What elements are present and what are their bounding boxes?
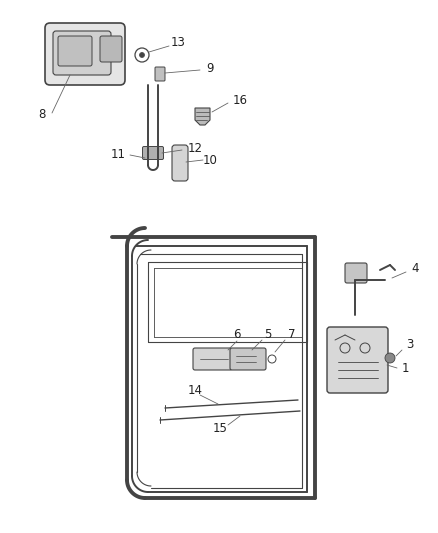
FancyBboxPatch shape bbox=[345, 263, 367, 283]
FancyBboxPatch shape bbox=[53, 31, 111, 75]
FancyBboxPatch shape bbox=[100, 36, 122, 62]
FancyBboxPatch shape bbox=[45, 23, 125, 85]
Text: 9: 9 bbox=[206, 61, 214, 75]
Text: 10: 10 bbox=[202, 154, 217, 166]
FancyBboxPatch shape bbox=[142, 147, 163, 159]
Text: 14: 14 bbox=[187, 384, 202, 397]
Text: 12: 12 bbox=[187, 141, 202, 155]
FancyBboxPatch shape bbox=[155, 67, 165, 81]
Circle shape bbox=[385, 353, 395, 363]
Text: 11: 11 bbox=[110, 149, 126, 161]
Text: 13: 13 bbox=[170, 36, 185, 49]
Circle shape bbox=[139, 52, 145, 58]
Text: 16: 16 bbox=[233, 93, 247, 107]
FancyBboxPatch shape bbox=[327, 327, 388, 393]
Text: 4: 4 bbox=[411, 262, 419, 274]
Text: 6: 6 bbox=[233, 328, 241, 342]
FancyBboxPatch shape bbox=[230, 348, 266, 370]
FancyBboxPatch shape bbox=[58, 36, 92, 66]
Text: 1: 1 bbox=[401, 361, 409, 375]
Text: 15: 15 bbox=[212, 422, 227, 434]
Text: 5: 5 bbox=[264, 328, 272, 342]
Text: 8: 8 bbox=[38, 109, 46, 122]
Text: 7: 7 bbox=[288, 328, 296, 342]
Polygon shape bbox=[195, 108, 210, 125]
FancyBboxPatch shape bbox=[172, 145, 188, 181]
FancyBboxPatch shape bbox=[193, 348, 232, 370]
Text: 3: 3 bbox=[406, 338, 413, 351]
